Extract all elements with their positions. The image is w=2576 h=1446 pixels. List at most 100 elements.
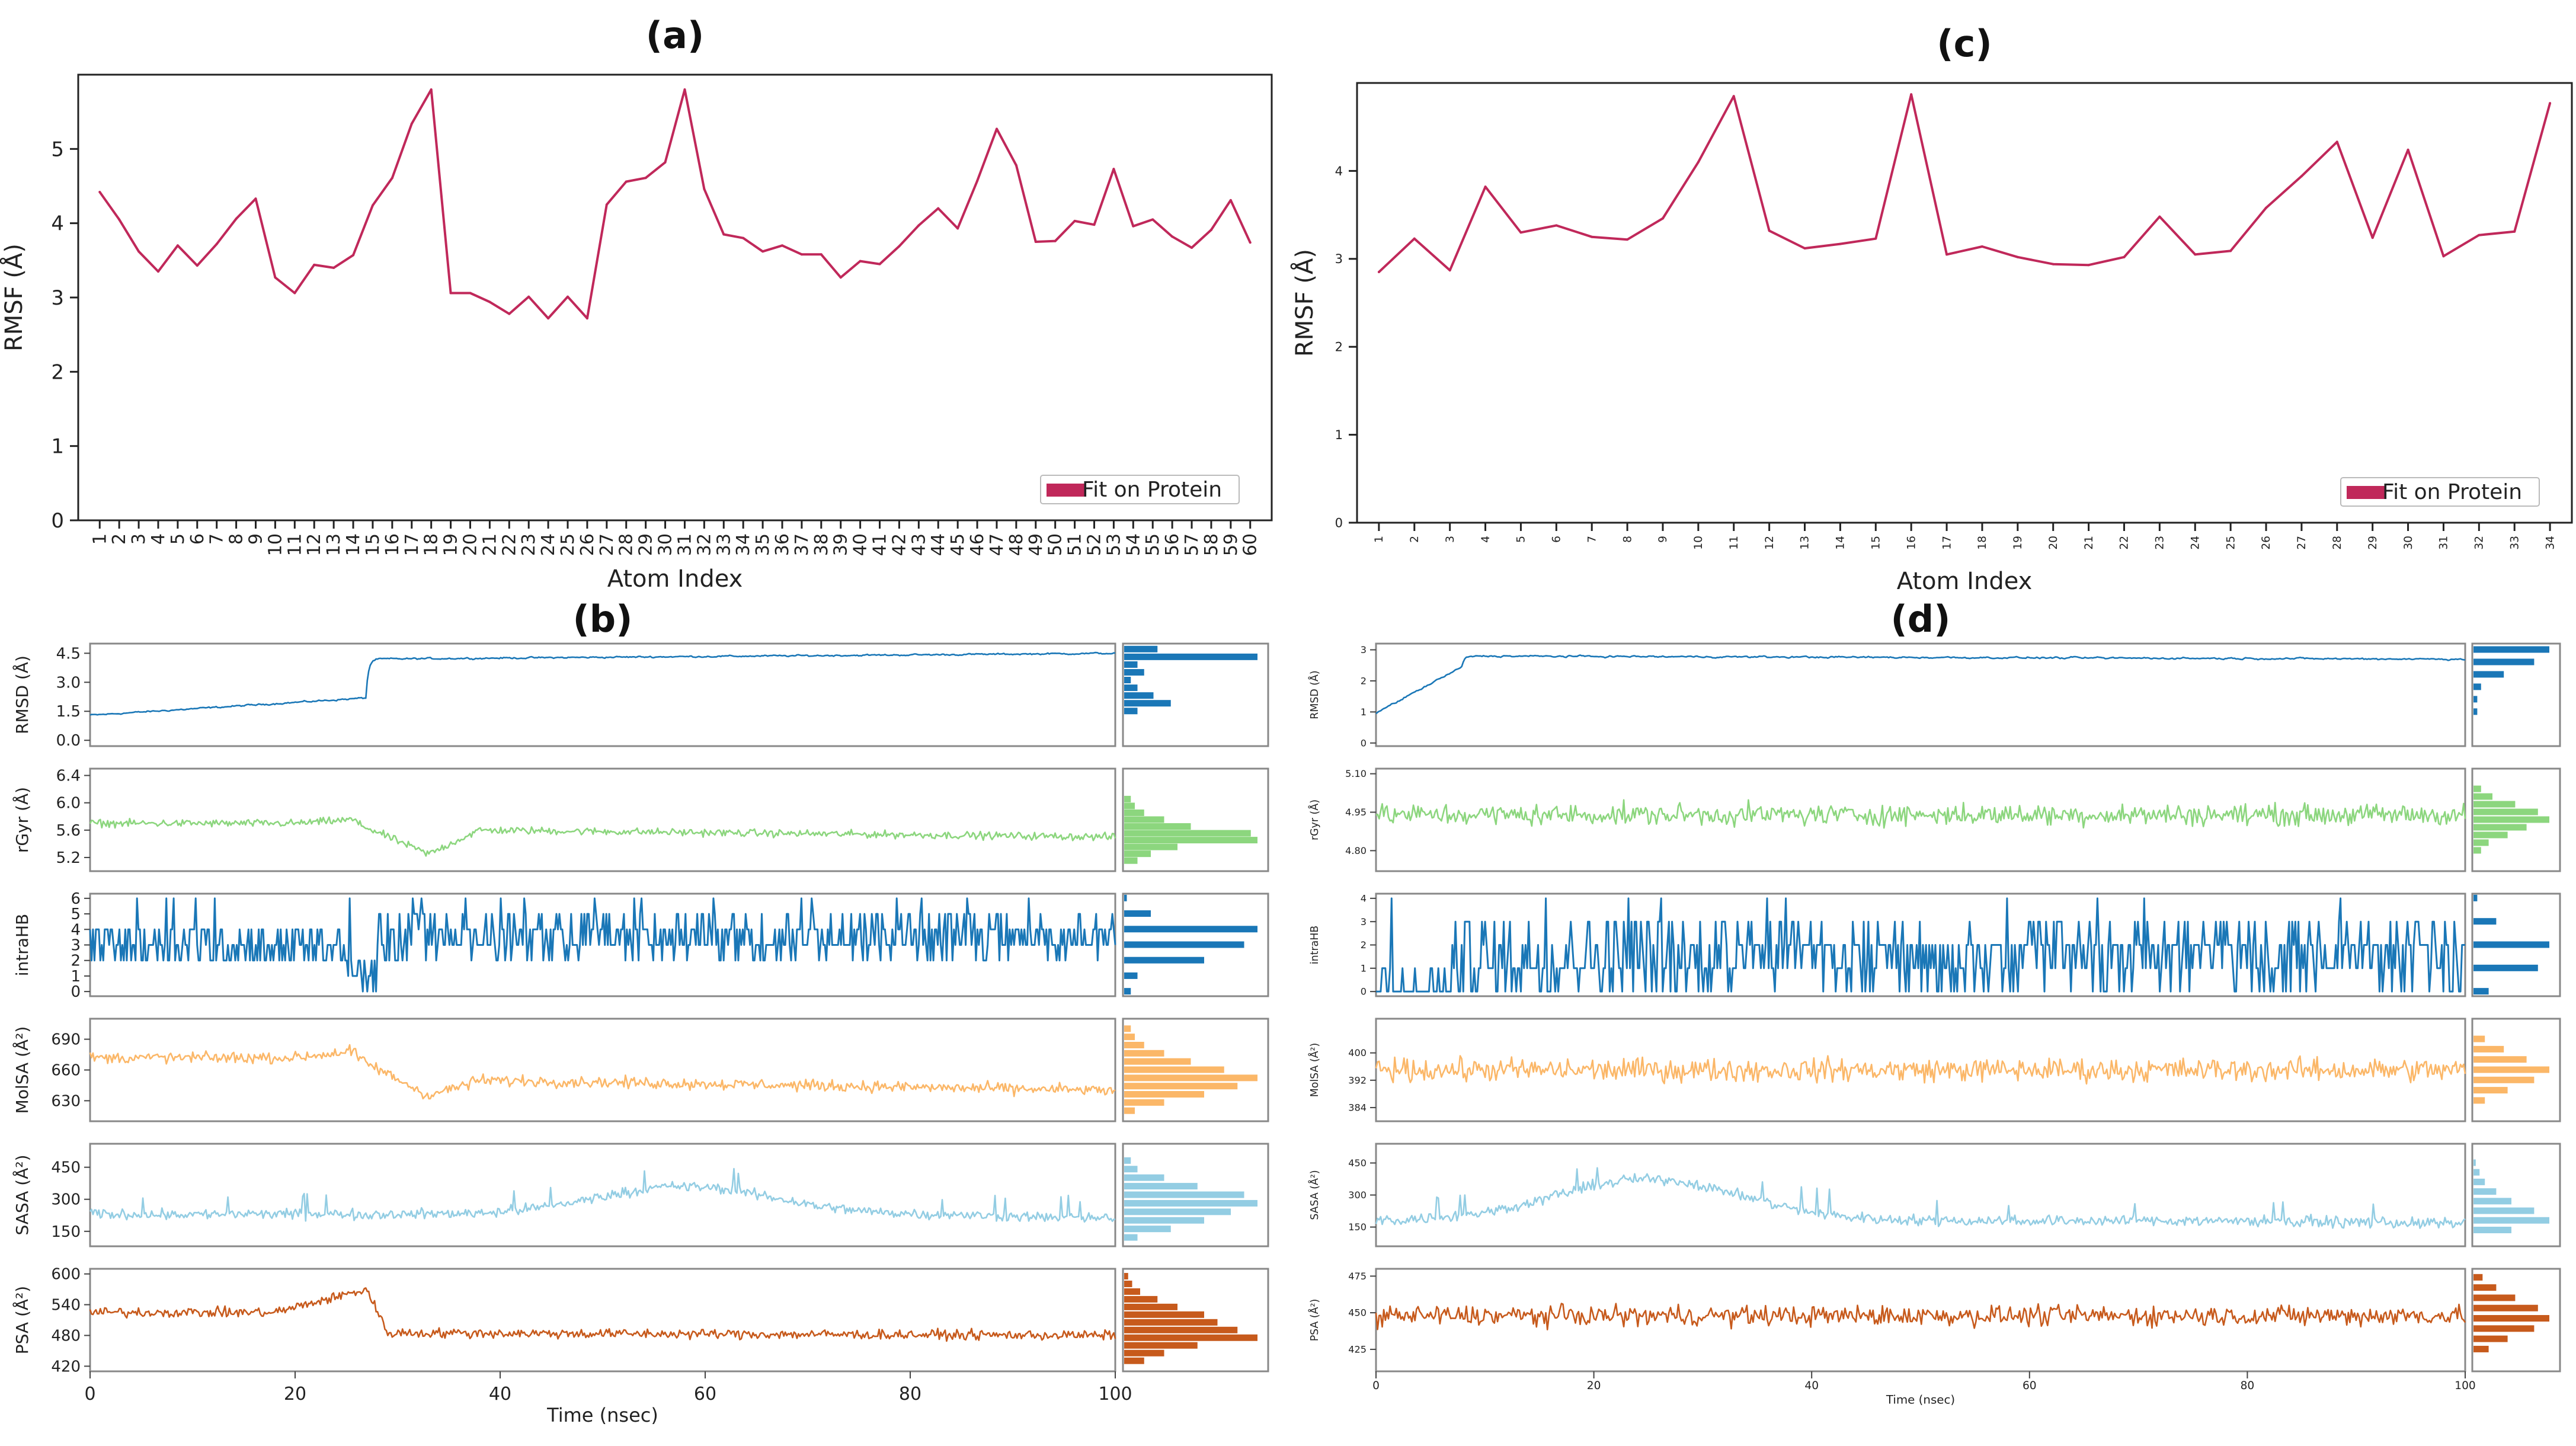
hist-bar	[1124, 1234, 1138, 1241]
hist-bar	[2473, 1315, 2549, 1322]
hist-bar	[2473, 1198, 2511, 1205]
rmsf-point	[176, 244, 179, 247]
hist-bar	[1124, 1349, 1164, 1357]
rmsf-point	[215, 242, 218, 245]
y-tick-label: 0.0	[56, 732, 81, 750]
plot-frame	[77, 73, 1273, 522]
rmsf-point	[625, 180, 628, 183]
x-tick-label: 45	[948, 533, 968, 556]
hist-bar	[1124, 1280, 1132, 1287]
rmsf-point	[2407, 148, 2409, 151]
rmsf-point	[917, 224, 920, 227]
hist-bar	[1124, 1319, 1218, 1326]
hist-frame	[2471, 1018, 2561, 1122]
timeseries-chart-(d): (d) 0 1 2 3 RMSD (Å) 4.80 4.95 5.10 rGyr (Å) 0 1 2 3 4…	[1308, 597, 2561, 1407]
row-frame	[89, 642, 1116, 747]
y-tick-label: 1	[1361, 962, 1367, 974]
hist-bar	[1124, 1357, 1144, 1364]
row-4: 150 300 450 SASA (Å²)	[12, 1143, 1269, 1247]
hist-bar	[1124, 1174, 1164, 1181]
hist-bar	[1124, 956, 1204, 964]
hist-frame	[2471, 767, 2561, 872]
y-tick-label: 0	[1361, 737, 1367, 748]
x-tick-label: 10	[265, 533, 286, 556]
hist-bar	[2473, 1035, 2485, 1042]
y-tick-label: 420	[51, 1358, 81, 1375]
rmsf-point	[156, 270, 159, 273]
y-tick-label: 3	[1361, 644, 1367, 655]
x-tick-label: 60	[694, 1384, 716, 1405]
x-tick-label: 10	[1692, 536, 1705, 550]
hist-bar	[2473, 1304, 2538, 1311]
x-tick-label: 30	[655, 533, 676, 556]
x-tick-label: 47	[987, 533, 1007, 556]
x-tick-label: 15	[363, 533, 383, 556]
rmsf-point	[956, 227, 959, 230]
rmsf-point	[644, 177, 647, 180]
y-tick-label: 2	[1335, 340, 1343, 354]
x-tick-label: 34	[733, 533, 754, 556]
series-line	[1375, 1055, 2466, 1085]
x-tick-label: 26	[577, 533, 598, 556]
x-tick-label: 29	[2367, 536, 2379, 550]
rmsf-point	[118, 218, 121, 221]
y-tick-label: 450	[1348, 1157, 1367, 1169]
hist-bar	[2473, 816, 2549, 823]
hist-frame	[2471, 642, 2561, 747]
rmsf-point	[1732, 95, 1735, 98]
x-tick-label: 100	[1098, 1384, 1132, 1405]
hist-bar	[2473, 1226, 2511, 1233]
x-tick-label: 42	[889, 533, 910, 556]
x-tick-label: 9	[246, 533, 267, 545]
hist-bar	[1124, 684, 1138, 692]
hist-bar	[1124, 802, 1135, 810]
hist-bar	[2473, 1045, 2504, 1052]
x-tick-label: 29	[636, 533, 657, 556]
hist-bar	[1124, 1226, 1171, 1233]
rmsf-point	[859, 260, 862, 263]
x-tick-label: 18	[421, 533, 442, 556]
x-tick-label: 19	[2012, 536, 2024, 550]
x-tick-label: 16	[382, 533, 403, 556]
panel-title: (a)	[646, 14, 705, 57]
x-axis-label: Time (nsec)	[546, 1404, 658, 1426]
y-tick-label: 5.2	[56, 849, 81, 867]
x-tick-label: 20	[460, 533, 481, 556]
plot-frame	[1356, 82, 2573, 524]
series-line	[89, 1167, 1116, 1223]
y-axis-label: rGyr (Å)	[1308, 799, 1321, 840]
rmsf-point	[1839, 242, 1842, 245]
y-tick-label: 6	[71, 890, 81, 908]
hist-bar	[2473, 1335, 2508, 1342]
rmsf-point	[722, 233, 725, 236]
rmsf-point	[761, 250, 764, 253]
x-tick-label: 56	[1162, 533, 1183, 556]
hist-bar	[1124, 1066, 1224, 1073]
y-tick-label: 300	[51, 1191, 81, 1209]
y-tick-label: 600	[51, 1266, 81, 1284]
x-tick-label: 27	[2296, 536, 2308, 550]
y-tick-label: 392	[1348, 1074, 1367, 1086]
x-tick-label: 26	[2260, 536, 2273, 550]
hist-bar	[2473, 1325, 2535, 1332]
y-tick-label: 5	[71, 906, 81, 923]
rmsf-point	[2229, 249, 2232, 252]
rmsf-point	[1448, 269, 1451, 272]
hist-bar	[1124, 926, 1257, 933]
hist-bar	[2473, 793, 2492, 800]
x-tick-label: 46	[967, 533, 988, 556]
rmsf-point	[2194, 253, 2197, 256]
x-tick-label: 3	[129, 533, 149, 545]
y-tick-label: 630	[51, 1092, 81, 1110]
x-tick-label: 52	[1084, 533, 1105, 556]
series-line	[1375, 1303, 2466, 1330]
y-axis-label: MolSA (Å²)	[1308, 1043, 1321, 1098]
hist-bar	[1124, 830, 1251, 837]
legend-label: Fit on Protein	[1082, 478, 1222, 502]
hist-frame	[1122, 1018, 1269, 1122]
x-tick-label: 24	[538, 533, 559, 556]
hist-bar	[2473, 1207, 2535, 1214]
y-tick-label: 384	[1348, 1102, 1367, 1114]
rmsf-point	[332, 266, 335, 269]
y-tick-label: 5.10	[1345, 768, 1367, 779]
